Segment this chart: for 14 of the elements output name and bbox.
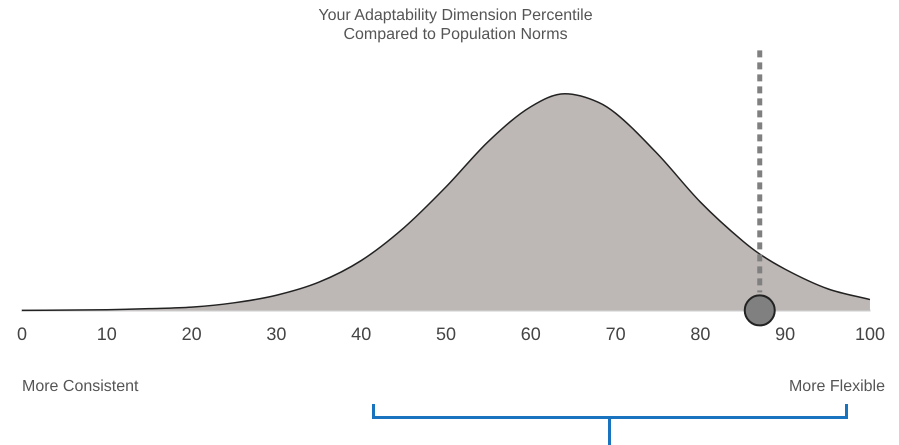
text: More Consistent xyxy=(22,378,138,396)
x-tick-label: 80 xyxy=(690,324,710,344)
x-tick-label: 90 xyxy=(775,324,796,344)
text: More Flexible xyxy=(788,378,885,396)
x-tick-label: 70 xyxy=(606,324,626,344)
x-tick-label: 50 xyxy=(436,324,456,344)
chart-title: Your Adaptability Dimension Percentile Compared to Population Norms xyxy=(318,7,593,44)
x-tick-label: 30 xyxy=(266,324,286,344)
x-tick-label: 20 xyxy=(182,324,202,344)
x-tick-label: 100 xyxy=(854,324,886,344)
x-tick-label: 40 xyxy=(351,324,372,344)
x-tick-label: 60 xyxy=(520,324,541,344)
x-tick-label: 0 xyxy=(16,324,28,344)
x-tick-label: 10 xyxy=(96,324,117,344)
